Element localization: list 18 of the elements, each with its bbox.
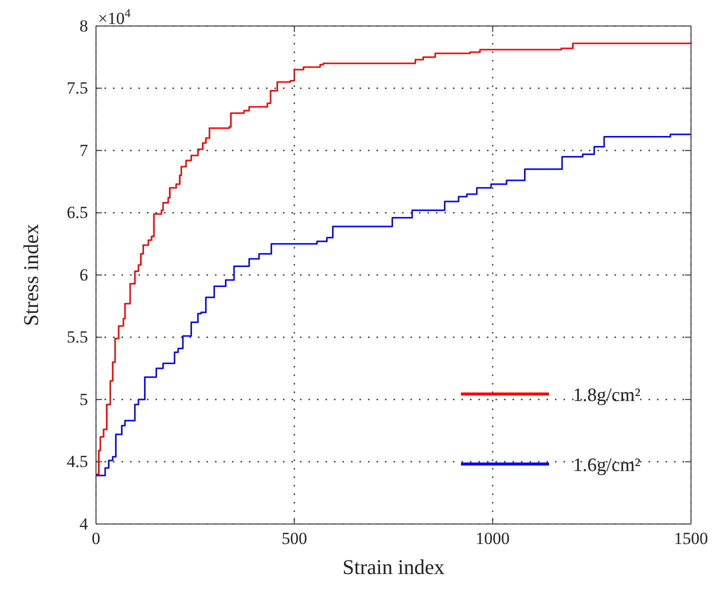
x-axis-title: Strain index: [342, 555, 446, 579]
x-tick-label: 1500: [674, 529, 708, 548]
y-tick-label: 7: [80, 140, 88, 160]
y-tick-label: 4.5: [66, 452, 88, 472]
y-tick-label: 7.5: [66, 78, 88, 98]
y-tick-label: 8: [80, 16, 88, 36]
annotation: ×10$^{4}$: [98, 6, 131, 28]
y-tick-label: 6: [80, 265, 88, 284]
x-tick-label: 1000: [476, 529, 510, 548]
y-tick-label: 6.5: [66, 203, 88, 222]
x-tick-label: 500: [282, 529, 308, 548]
y-tick-label: 4: [80, 514, 88, 534]
y-tick-label: 5.5: [66, 328, 88, 347]
x-tick-label: 0: [92, 529, 100, 548]
y-axis-title: Stress index: [19, 223, 43, 326]
y-tick-label: 5: [80, 390, 88, 409]
legend-label: 1.6g/cm²: [573, 455, 641, 476]
legend-label: 1.8g/cm²: [573, 385, 641, 406]
